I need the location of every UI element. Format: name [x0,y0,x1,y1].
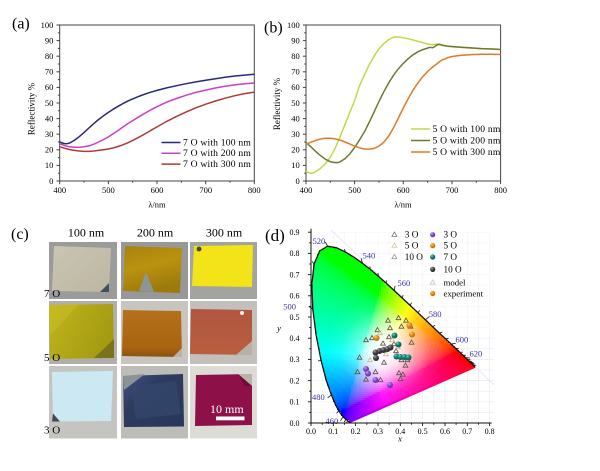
svg-text:500: 500 [348,185,361,195]
svg-text:460: 460 [326,416,339,426]
svg-text:7 O with 100 nm: 7 O with 100 nm [183,137,251,148]
svg-text:(a): (a) [12,16,30,33]
svg-text:10: 10 [45,160,54,170]
svg-text:700: 700 [199,185,212,195]
svg-text:620: 620 [470,348,483,358]
svg-text:0.9: 0.9 [290,228,300,237]
svg-text:0.1: 0.1 [328,427,338,436]
svg-text:7 O: 7 O [44,288,60,300]
svg-text:5 O: 5 O [405,241,419,251]
svg-text:70: 70 [291,67,300,77]
svg-text:20: 20 [45,145,54,155]
svg-text:(b): (b) [264,20,283,37]
svg-text:7 O: 7 O [444,252,458,262]
svg-text:300 nm: 300 nm [206,226,243,240]
svg-text:10 mm: 10 mm [210,402,244,416]
svg-text:0.3: 0.3 [290,355,300,364]
svg-text:40: 40 [45,113,54,123]
svg-text:(c): (c) [11,226,29,243]
svg-text:0.4: 0.4 [290,334,300,343]
svg-text:480: 480 [312,392,325,402]
svg-text:0.8: 0.8 [485,427,495,436]
svg-text:0.0: 0.0 [306,427,316,436]
svg-text:60: 60 [45,82,54,92]
svg-text:experiment: experiment [444,289,484,299]
svg-text:100: 100 [41,20,54,30]
svg-text:x: x [397,434,402,444]
svg-text:0.3: 0.3 [373,427,383,436]
svg-text:7 O with 300 nm: 7 O with 300 nm [183,159,251,170]
svg-text:600: 600 [397,185,410,195]
svg-text:0.6: 0.6 [440,427,450,436]
svg-text:3 O: 3 O [444,230,458,240]
svg-text:Reflectivity %: Reflectivity % [272,77,282,130]
svg-text:0.6: 0.6 [290,292,300,301]
svg-text:40: 40 [291,113,300,123]
svg-text:500: 500 [102,185,115,195]
svg-text:560: 560 [398,278,411,288]
svg-text:50: 50 [291,98,300,108]
svg-text:5 O with 300 nm: 5 O with 300 nm [433,147,501,158]
svg-text:λ/nm: λ/nm [148,200,166,210]
svg-text:0.2: 0.2 [290,376,300,385]
svg-text:0.4: 0.4 [395,427,405,436]
svg-text:80: 80 [291,51,300,61]
svg-text:0.8: 0.8 [290,249,300,258]
svg-text:30: 30 [291,129,300,139]
svg-text:400: 400 [53,185,66,195]
svg-text:200 nm: 200 nm [137,226,174,240]
svg-text:0: 0 [295,176,299,186]
svg-text:70: 70 [45,67,54,77]
svg-text:10: 10 [291,160,300,170]
svg-text:90: 90 [45,35,54,45]
svg-text:λ/nm: λ/nm [394,200,412,210]
svg-text:600: 600 [456,335,469,345]
svg-text:3 O: 3 O [44,425,60,437]
svg-text:30: 30 [45,129,54,139]
svg-text:0.0: 0.0 [290,419,300,428]
svg-text:5 O: 5 O [44,352,60,364]
svg-text:90: 90 [291,35,300,45]
svg-text:100: 100 [287,20,300,30]
svg-text:400: 400 [300,185,313,195]
svg-text:model: model [444,278,467,288]
svg-text:10 O: 10 O [405,252,423,262]
svg-text:0: 0 [49,176,53,186]
svg-text:700: 700 [446,185,459,195]
svg-text:(d): (d) [265,226,285,245]
svg-text:0.1: 0.1 [290,398,300,407]
svg-text:3 O: 3 O [405,230,419,240]
svg-text:y: y [276,323,281,333]
svg-text:50: 50 [45,98,54,108]
svg-text:800: 800 [248,185,261,195]
svg-text:0.7: 0.7 [290,270,300,279]
svg-text:0.2: 0.2 [351,427,361,436]
svg-text:5 O: 5 O [444,241,458,251]
svg-text:Reflectivity %: Reflectivity % [27,82,37,135]
svg-text:0.7: 0.7 [462,427,472,436]
svg-text:100 nm: 100 nm [68,226,105,240]
svg-text:7 O with 200 nm: 7 O with 200 nm [183,148,251,159]
svg-text:580: 580 [429,309,442,319]
svg-text:500: 500 [283,301,296,311]
svg-text:0.5: 0.5 [418,427,428,436]
svg-text:10 O: 10 O [444,264,462,274]
svg-text:800: 800 [494,185,507,195]
svg-text:520: 520 [313,236,326,246]
svg-text:20: 20 [291,145,300,155]
svg-text:0.5: 0.5 [290,313,300,322]
svg-text:80: 80 [45,51,54,61]
svg-text:60: 60 [291,82,300,92]
svg-text:5 O with 200 nm: 5 O with 200 nm [433,135,501,146]
svg-text:600: 600 [151,185,164,195]
svg-text:540: 540 [363,251,376,261]
svg-text:5 O with 100 nm: 5 O with 100 nm [433,124,501,135]
